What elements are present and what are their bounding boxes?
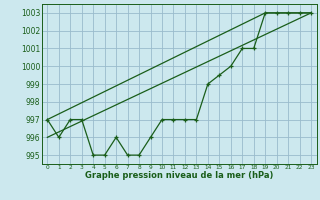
X-axis label: Graphe pression niveau de la mer (hPa): Graphe pression niveau de la mer (hPa)	[85, 171, 273, 180]
